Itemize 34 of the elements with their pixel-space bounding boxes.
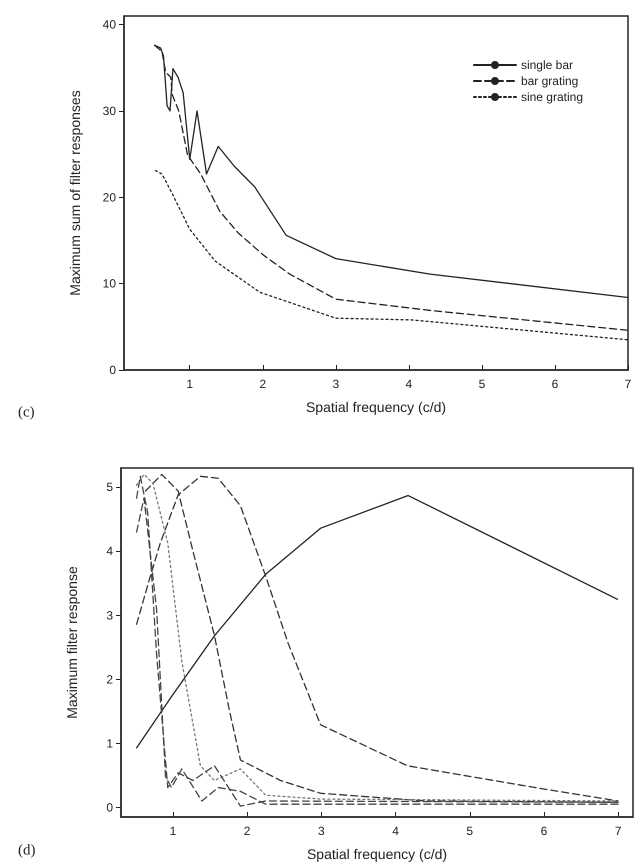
x-tick-label: 7 — [624, 377, 632, 391]
x-axis-title: Spatial frequency (c/d) — [306, 846, 448, 862]
x-tick-label: 2 — [259, 377, 266, 391]
x-tick-label: 6 — [552, 377, 559, 391]
x-tick-label: 7 — [614, 824, 622, 838]
x-tick-label: 1 — [170, 824, 177, 838]
x-axis-title: Spatial frequency (c/d) — [306, 399, 446, 415]
y-tick-label: 4 — [106, 544, 114, 558]
x-tick-label: 4 — [392, 824, 400, 838]
x-tick-label: 3 — [332, 377, 340, 391]
legend-label: sine grating — [520, 90, 584, 104]
legend-label: single bar — [520, 58, 573, 72]
text: (c) — [18, 404, 35, 420]
y-tick-label: 30 — [102, 104, 116, 118]
text: (d) — [18, 842, 36, 858]
y-tick-label: 0 — [106, 800, 114, 814]
x-tick-label: 3 — [318, 824, 326, 838]
legend-label: bar grating — [520, 74, 578, 88]
y-tick-label: 10 — [102, 276, 116, 291]
x-tick-label: 4 — [406, 377, 413, 391]
y-axis-title: Maximum filter response — [64, 566, 80, 719]
x-tick-label: 5 — [478, 377, 486, 391]
y-tick-label: 40 — [102, 18, 116, 32]
x-tick-label: 5 — [466, 824, 474, 838]
y-tick-label: 1 — [106, 736, 114, 750]
y-tick-label: 5 — [106, 480, 114, 494]
x-tick-label: 1 — [186, 377, 194, 391]
y-tick-label: 0 — [109, 363, 116, 377]
y-tick-label: 2 — [106, 672, 114, 686]
y-axis-title: Maximum sum of filter responses — [67, 90, 83, 296]
y-tick-label: 3 — [106, 608, 114, 622]
x-tick-label: 2 — [244, 824, 251, 838]
y-tick-label: 20 — [102, 190, 116, 204]
x-tick-label: 6 — [540, 824, 548, 838]
